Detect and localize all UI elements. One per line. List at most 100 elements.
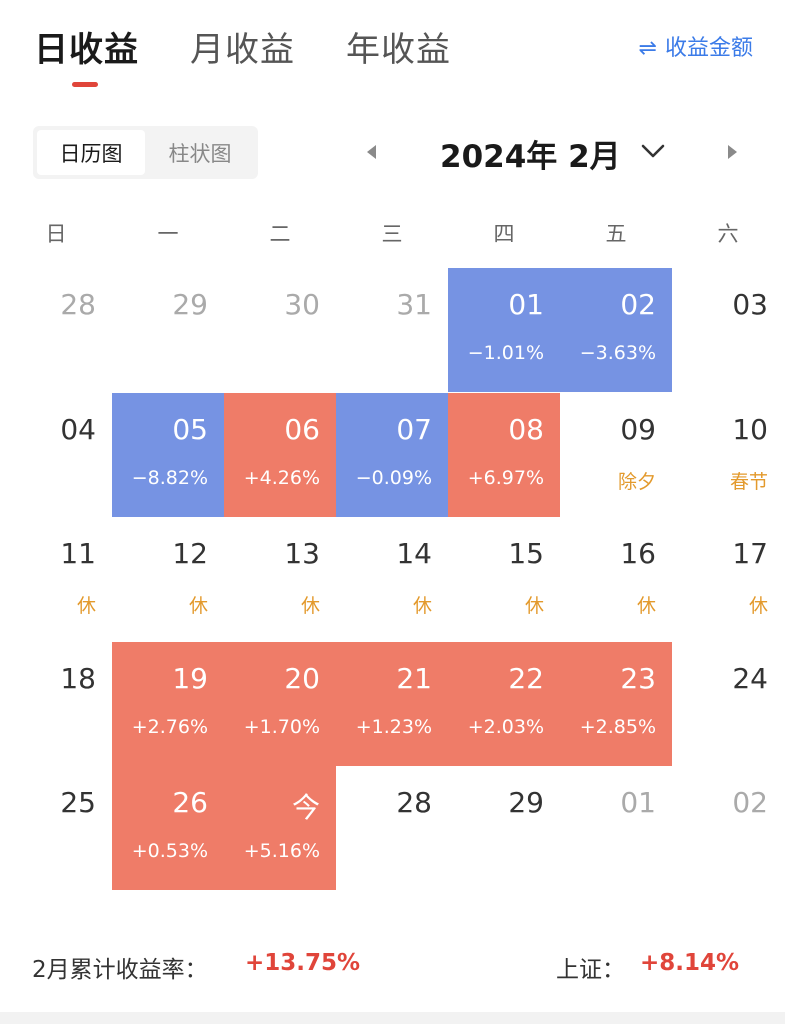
calendar-day-cell[interactable]: 30 (224, 268, 336, 392)
day-number: 17 (732, 537, 768, 570)
calendar-day-cell[interactable]: 29 (112, 268, 224, 392)
month-title[interactable]: 2024年 2月 (440, 139, 621, 175)
calendar-day-cell[interactable]: 10 春节 (672, 393, 784, 517)
calendar-day-cell[interactable]: 22 +2.03% (448, 641, 560, 766)
active-tab-indicator (72, 82, 98, 87)
calendar-day-cell[interactable]: 25 (0, 766, 112, 890)
day-number: 25 (60, 786, 96, 819)
daily-return: −1.01% (467, 342, 544, 364)
holiday-label: 休 (524, 595, 544, 617)
day-number: 26 (172, 786, 208, 819)
calendar-day-cell[interactable]: 13 休 (224, 517, 336, 641)
day-number: 01 (508, 288, 544, 321)
swap-arrows-icon: ⇌ (638, 36, 657, 61)
day-number: 12 (172, 537, 208, 570)
calendar-day-cell[interactable]: 05 −8.82% (112, 392, 224, 517)
next-month-icon[interactable] (722, 142, 742, 162)
calendar-day-cell[interactable]: 29 (448, 766, 560, 890)
income-amount-toggle[interactable]: ⇌ 收益金额 (639, 30, 753, 62)
holiday-label: 春节 (729, 470, 768, 493)
day-number: 08 (508, 412, 544, 446)
calendar-day-cell[interactable]: 17 休 (672, 517, 784, 641)
calendar-day-cell[interactable]: 28 (0, 268, 112, 392)
calendar-day-cell[interactable]: 08 +6.97% (448, 392, 560, 517)
day-number: 28 (396, 786, 432, 819)
income-amount-label: 收益金额 (664, 36, 753, 61)
daily-return: +1.23% (355, 715, 432, 738)
calendar-day-cell[interactable]: 19 +2.76% (112, 641, 224, 766)
day-number: 31 (396, 288, 432, 321)
day-number: 13 (284, 537, 320, 570)
calendar-day-cell[interactable]: 14 休 (336, 517, 448, 641)
calendar-day-cell[interactable]: 今 +5.16% (224, 766, 336, 890)
daily-return: +2.76% (131, 715, 208, 738)
day-number: 01 (620, 786, 656, 819)
calendar-day-cell[interactable]: 26 +0.53% (112, 766, 224, 890)
previous-month-icon[interactable] (362, 142, 382, 162)
daily-return: −8.82% (131, 466, 208, 489)
tab-monthly-income[interactable]: 月收益 (190, 30, 295, 70)
holiday-label: 休 (412, 595, 432, 617)
holiday-label: 休 (188, 595, 208, 617)
daily-return: +1.70% (243, 715, 320, 738)
day-number: 05 (172, 412, 208, 446)
day-number: 11 (60, 537, 96, 570)
calendar-day-cell[interactable]: 31 (336, 268, 448, 392)
day-number: 03 (732, 288, 768, 321)
day-number: 04 (60, 412, 96, 446)
monthly-return-label: 2月累计收益率： (32, 957, 208, 983)
calendar-day-cell[interactable]: 03 (672, 268, 784, 392)
day-number: 02 (620, 288, 656, 321)
holiday-label: 休 (636, 595, 656, 617)
day-number: 30 (284, 288, 320, 321)
calendar-day-cell[interactable]: 04 (0, 393, 112, 517)
calendar-day-cell[interactable]: 12 休 (112, 517, 224, 641)
chevron-down-icon[interactable] (640, 142, 666, 160)
day-number: 28 (60, 288, 96, 321)
calendar-day-cell[interactable]: 23 +2.85% (560, 641, 672, 766)
tab-yearly-income[interactable]: 年收益 (346, 30, 451, 70)
bottom-divider (0, 1012, 785, 1024)
daily-return: −0.09% (355, 466, 432, 489)
day-number: 09 (620, 412, 656, 446)
holiday-label: 休 (76, 595, 96, 617)
day-number: 02 (732, 786, 768, 819)
calendar-day-cell[interactable]: 02 −3.63% (560, 268, 672, 392)
weekday-label: 一 (157, 222, 179, 246)
calendar-day-cell[interactable]: 01 (560, 766, 672, 890)
daily-return: +0.53% (131, 840, 208, 862)
calendar-day-cell[interactable]: 28 (336, 766, 448, 890)
bar-chart-view-option[interactable]: 柱状图 (168, 141, 232, 166)
calendar-day-cell[interactable]: 09 除夕 (560, 393, 672, 517)
day-number: 10 (732, 412, 768, 446)
daily-return: +5.16% (243, 840, 320, 862)
day-number: 21 (396, 661, 432, 695)
day-number: 24 (732, 661, 768, 695)
calendar-day-cell[interactable]: 11 休 (0, 517, 112, 641)
holiday-label: 除夕 (617, 470, 656, 493)
day-number: 29 (508, 786, 544, 819)
monthly-return-value: +13.75% (245, 950, 361, 976)
weekday-label: 三 (381, 222, 403, 246)
calendar-day-cell[interactable]: 21 +1.23% (336, 641, 448, 766)
weekday-label: 五 (605, 222, 627, 246)
calendar-day-cell[interactable]: 18 (0, 642, 112, 766)
weekday-label: 二 (269, 222, 291, 246)
daily-return: +6.97% (467, 466, 544, 489)
calendar-day-cell[interactable]: 24 (672, 642, 784, 766)
index-label: 上证： (556, 957, 625, 983)
calendar-day-cell[interactable]: 01 −1.01% (448, 268, 560, 392)
calendar-day-cell[interactable]: 20 +1.70% (224, 641, 336, 766)
calendar-day-cell[interactable]: 07 −0.09% (336, 392, 448, 517)
day-number: 14 (396, 537, 432, 570)
day-number: 20 (284, 661, 320, 695)
calendar-day-cell[interactable]: 02 (672, 766, 784, 890)
tab-daily-income[interactable]: 日收益 (34, 30, 139, 70)
daily-return: −3.63% (579, 342, 656, 364)
holiday-label: 休 (748, 595, 768, 617)
calendar-day-cell[interactable]: 16 休 (560, 517, 672, 641)
calendar-day-cell[interactable]: 06 +4.26% (224, 392, 336, 517)
calendar-day-cell[interactable]: 15 休 (448, 517, 560, 641)
calendar-view-option[interactable]: 日历图 (37, 130, 145, 175)
day-number: 18 (60, 661, 96, 695)
